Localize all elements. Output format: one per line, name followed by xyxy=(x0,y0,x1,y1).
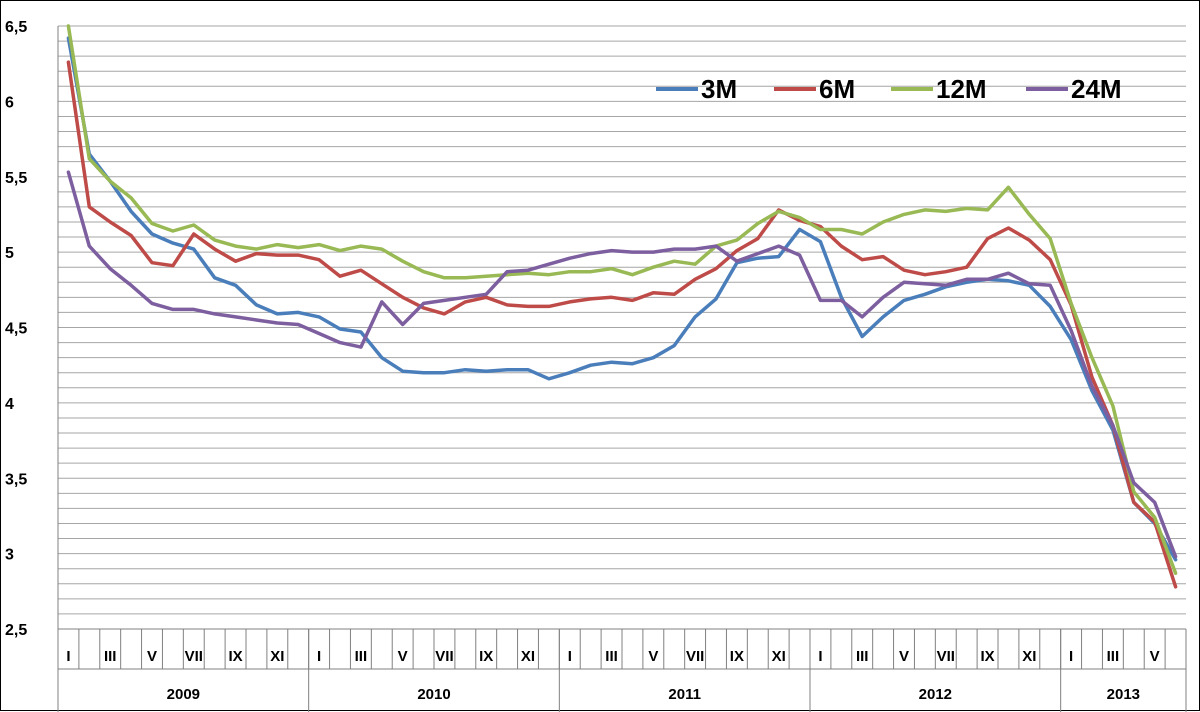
x-month-label: VII xyxy=(686,648,704,665)
legend: 3M 6M 12M 24M xyxy=(656,74,1122,104)
series-line-24m xyxy=(66,170,1178,559)
x-month-label: IX xyxy=(730,648,744,665)
y-tick-label: 6 xyxy=(5,94,14,111)
series-line-12m xyxy=(66,24,1178,575)
grid xyxy=(58,25,1186,630)
y-tick-label: 2,5 xyxy=(5,622,27,639)
x-month-label: I xyxy=(66,648,70,665)
legend-label: 3M xyxy=(701,74,737,104)
x-year-label: 2013 xyxy=(1107,686,1140,703)
x-year-label: 2010 xyxy=(417,686,450,703)
x-month-label: III xyxy=(104,648,117,665)
x-month-label: III xyxy=(355,648,368,665)
x-month-label: V xyxy=(648,648,658,665)
x-month-label: XI xyxy=(772,648,786,665)
x-month-label: V xyxy=(899,648,909,665)
y-tick-label: 4 xyxy=(5,396,14,413)
x-month-label: XI xyxy=(521,648,535,665)
legend-label: 6M xyxy=(819,74,855,104)
x-month-label: IX xyxy=(479,648,493,665)
x-month-label: IX xyxy=(228,648,242,665)
y-tick-label: 5 xyxy=(5,245,14,262)
x-month-label: III xyxy=(1107,648,1120,665)
y-tick-label: 5,5 xyxy=(5,170,27,187)
y-tick-label: 6,5 xyxy=(5,19,27,36)
x-month-label: V xyxy=(147,648,157,665)
y-tick-label: 3,5 xyxy=(5,471,27,488)
x-month-label: I xyxy=(568,648,572,665)
x-month-label: I xyxy=(818,648,822,665)
x-year-label: 2011 xyxy=(668,686,701,703)
x-month-label: III xyxy=(856,648,869,665)
x-month-label: V xyxy=(1150,648,1160,665)
x-month-label: VII xyxy=(185,648,203,665)
x-year-label: 2012 xyxy=(919,686,952,703)
x-month-label: III xyxy=(605,648,618,665)
x-month-label: IX xyxy=(980,648,994,665)
x-month-label: I xyxy=(317,648,321,665)
x-month-label: VII xyxy=(435,648,453,665)
series-lines xyxy=(66,24,1178,589)
legend-label: 24M xyxy=(1071,74,1122,104)
x-month-label: VII xyxy=(937,648,955,665)
legend-label: 12M xyxy=(936,74,987,104)
y-tick-label: 4,5 xyxy=(5,321,27,338)
x-month-label: XI xyxy=(1022,648,1036,665)
x-month-label: V xyxy=(398,648,408,665)
x-year-label: 2009 xyxy=(167,686,200,703)
series-line-6m xyxy=(66,60,1178,589)
y-tick-label: 3 xyxy=(5,547,14,564)
x-month-label: I xyxy=(1069,648,1073,665)
x-month-label: XI xyxy=(270,648,284,665)
